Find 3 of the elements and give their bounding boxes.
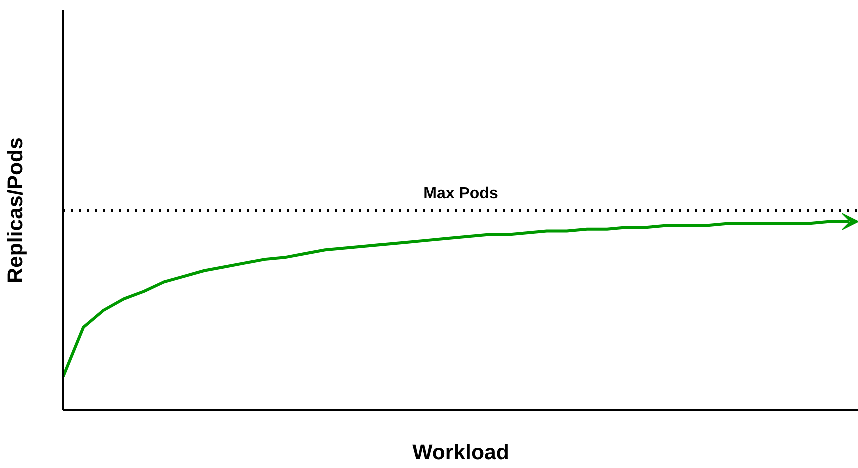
y-axis-title: Replicas/Pods bbox=[4, 138, 28, 284]
ref-line-label: Max Pods bbox=[424, 186, 498, 202]
x-axis-title: Workload bbox=[412, 440, 510, 464]
